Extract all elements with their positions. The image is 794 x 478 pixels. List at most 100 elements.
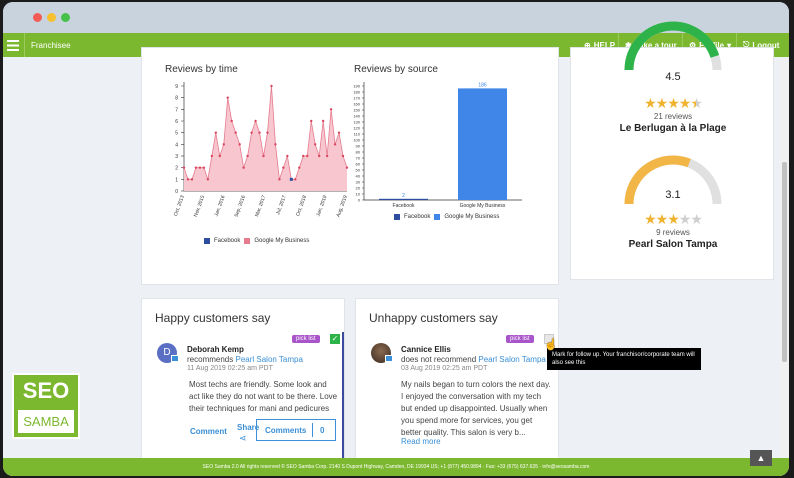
gmb-point xyxy=(198,166,202,169)
legend-swatch-facebook xyxy=(394,214,400,220)
bar-value-label: 2 xyxy=(402,193,405,199)
gmb-point xyxy=(333,143,337,146)
gmb-point xyxy=(262,154,265,158)
card-scrollbar[interactable] xyxy=(342,332,344,458)
y-tick-label: 6 xyxy=(175,119,178,125)
review-text: My nails began to turn colors the next d… xyxy=(401,380,551,437)
scroll-top-button[interactable]: ▲ xyxy=(750,450,772,466)
happy-customers-card: Happy customers say pick list ✓ D Debora… xyxy=(141,298,345,460)
legend-swatch-gmb xyxy=(434,214,441,220)
gmb-point xyxy=(234,131,237,134)
y-tick-label: 3 xyxy=(175,154,178,160)
pick-list-badge[interactable]: pick list xyxy=(292,335,320,343)
location-name: Pearl Salon Tampa xyxy=(628,239,718,250)
location-rating-card[interactable]: 4.5 ★★★★★ 21 reviews Le Berlugan à la Pl… xyxy=(571,21,775,148)
time-chart-legend: Facebook Google My Business xyxy=(204,238,309,244)
share-icon[interactable]: ⋖ xyxy=(239,433,247,443)
read-more-link[interactable]: Read more xyxy=(401,437,441,446)
star-empty-icon: ★ xyxy=(678,211,692,227)
y-tick-label: 4 xyxy=(175,142,178,148)
star-full-icon: ★ xyxy=(644,95,657,111)
y-tick-label: 9 xyxy=(175,84,178,90)
source-chart-legend: Facebook Google My Business xyxy=(394,214,499,220)
unhappy-customers-card: Unhappy customers say pick list Cannice … xyxy=(355,298,559,460)
y-tick-label: 1 xyxy=(175,177,178,183)
pick-list-badge[interactable]: pick list xyxy=(506,335,534,343)
y-tick-label: 7 xyxy=(175,107,178,113)
y-tick-label: 10 xyxy=(356,192,361,197)
y-tick-label: 110 xyxy=(354,132,361,137)
legend-label-facebook: Facebook xyxy=(214,238,241,244)
gmb-badge-icon xyxy=(171,355,179,362)
help-link[interactable]: ⊕ HELP xyxy=(584,33,615,57)
happy-card-title: Happy customers say xyxy=(155,311,271,325)
review-action: recommends Pearl Salon Tampa xyxy=(187,355,303,364)
minimize-window-button[interactable] xyxy=(47,13,56,22)
star-full-icon: ★ xyxy=(678,95,692,111)
y-tick-label: 30 xyxy=(356,180,361,185)
review-date: 11 Aug 2019 02:25 am PDT xyxy=(187,365,273,372)
x-tick-label: Jan, 2016 xyxy=(213,194,226,217)
rating-gauge xyxy=(624,21,722,71)
tour-link[interactable]: ✱ Take a tour xyxy=(625,33,677,57)
gmb-point xyxy=(329,108,333,111)
bar-google-my-business xyxy=(458,88,507,200)
star-rating: ★★★★★ xyxy=(571,211,775,228)
cursor-icon: ☝ xyxy=(544,339,558,351)
star-full-icon: ★ xyxy=(655,95,669,111)
gmb-point xyxy=(226,96,229,99)
y-tick-label: 190 xyxy=(353,84,360,89)
share-link[interactable]: Share xyxy=(237,423,260,432)
brand-label[interactable]: Franchisee xyxy=(31,40,71,50)
logout-link[interactable]: ⎋ Logout xyxy=(743,33,779,57)
close-window-button[interactable] xyxy=(33,13,42,22)
gmb-point xyxy=(242,166,245,169)
gmb-point xyxy=(321,119,325,123)
page-scrollbar[interactable] xyxy=(780,57,789,458)
gmb-point xyxy=(182,166,186,169)
unhappy-card-title: Unhappy customers say xyxy=(369,311,498,325)
bar-value-label: 186 xyxy=(478,82,487,88)
rating-score: 3.1 xyxy=(665,189,681,201)
maximize-window-button[interactable] xyxy=(61,13,70,22)
reviewer-name: Cannice Ellis xyxy=(401,345,451,354)
reviews-by-time-chart: 0 1 2 3 4 5 6 7 8 9 Oct, 2013 Nov, 2015 Jan, 2016 Sep… xyxy=(173,82,349,218)
gmb-point xyxy=(254,119,257,123)
help-icon: ⊕ xyxy=(584,40,591,50)
reviews-by-time-title: Reviews by time xyxy=(165,64,238,75)
hamburger-menu-icon[interactable] xyxy=(7,33,19,57)
browser-window: Franchisee ⊕ HELP ✱ Take a tour ⚙ Profile ▾ … xyxy=(3,2,789,476)
x-tick-label: Jul, 2017 xyxy=(275,194,288,215)
gmb-point xyxy=(341,154,345,158)
y-tick-label: 60 xyxy=(356,162,361,167)
gmb-point xyxy=(325,154,329,158)
gmb-point xyxy=(250,131,253,134)
y-tick-label: 8 xyxy=(175,96,178,102)
gmb-point xyxy=(313,143,317,146)
gmb-point xyxy=(274,143,277,146)
y-tick-label: 90 xyxy=(356,144,361,149)
place-link[interactable]: Pearl Salon Tampa xyxy=(478,355,546,364)
gmb-area xyxy=(184,86,347,191)
gmb-point xyxy=(186,178,190,181)
place-link[interactable]: Pearl Salon Tampa xyxy=(235,355,303,364)
scrollbar-thumb[interactable] xyxy=(782,162,787,362)
comments-button[interactable]: Comments 0 xyxy=(256,419,336,441)
y-tick-label: 2 xyxy=(175,166,178,172)
legend-label-gmb: Google My Business xyxy=(444,214,500,220)
check-icon[interactable]: ✓ xyxy=(330,334,340,344)
action-text: does not recommend xyxy=(401,355,477,364)
y-tick-label: 5 xyxy=(175,131,178,137)
follow-up-checkbox[interactable] xyxy=(544,334,554,344)
location-name: Le Berlugan à la Plage xyxy=(619,123,727,134)
gmb-point xyxy=(345,166,349,169)
location-rating-card[interactable]: 3.1 ★★★★★ 9 reviews Pearl Salon Tampa xyxy=(571,151,775,261)
comments-count: 0 xyxy=(320,426,325,435)
comment-link[interactable]: Comment xyxy=(190,427,227,436)
x-category-label: Facebook xyxy=(393,203,415,209)
gmb-point xyxy=(222,143,225,146)
x-tick-label: Oct, 2013 xyxy=(173,194,186,217)
x-tick-label: Jan, 2019 xyxy=(315,194,328,217)
rating-gauge xyxy=(624,155,722,205)
star-half-icon: ★ xyxy=(690,95,703,111)
